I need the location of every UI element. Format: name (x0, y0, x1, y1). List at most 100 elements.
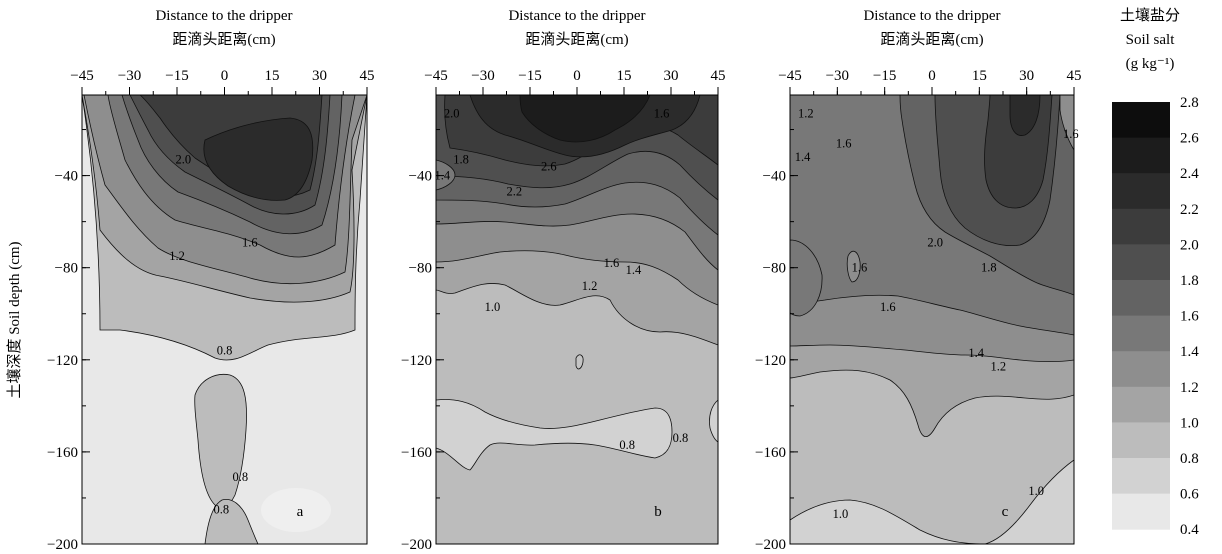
colorbar-label: 0.4 (1180, 522, 1199, 538)
contour-label: 1.4 (434, 169, 450, 183)
contour-label: 0.8 (214, 502, 230, 516)
panel-c-x-title-zh: 距滴头距离(cm) (880, 30, 983, 48)
contour-label: 1.4 (795, 150, 811, 164)
colorbar-label: 1.8 (1180, 273, 1199, 289)
colorbar-swatch (1112, 458, 1170, 495)
contour-label: 1.6 (242, 235, 258, 249)
x-tick-label: 45 (360, 68, 375, 84)
panel-c-band-2.4 (1009, 95, 1041, 136)
contour-label: 1.8 (981, 261, 997, 275)
contour-label: 2.0 (176, 152, 192, 166)
x-tick-label: 15 (265, 68, 280, 84)
x-tick-label: 15 (617, 68, 632, 84)
x-tick-label: 30 (1019, 68, 1034, 84)
panel-a-x-ticks: −45 −30 −15 0 15 30 45 (70, 68, 375, 95)
panel-b-band-2.6 (519, 95, 651, 143)
y-tick-label: −200 (47, 537, 78, 553)
colorbar-swatch (1112, 422, 1170, 459)
x-tick-label: −45 (778, 68, 801, 84)
y-tick-label: −200 (401, 537, 432, 553)
y-tick-label: −160 (47, 445, 78, 461)
x-tick-label: −30 (471, 68, 494, 84)
contour-label: 0.8 (217, 344, 233, 358)
contour-label: 1.0 (485, 300, 501, 314)
y-tick-label: −160 (755, 445, 786, 461)
x-tick-label: 0 (573, 68, 581, 84)
contour-label: 1.2 (169, 249, 185, 263)
y-tick-label: −120 (401, 353, 432, 369)
panel-c-label: c (1002, 504, 1009, 520)
contour-label: 2.6 (541, 159, 557, 173)
x-tick-label: 30 (312, 68, 327, 84)
x-tick-label: 45 (1067, 68, 1082, 84)
contour-label: 1.6 (880, 300, 896, 314)
colorbar-title-en: Soil salt (1126, 32, 1176, 48)
contour-label: 1.6 (836, 136, 852, 150)
y-tick-label: −120 (755, 353, 786, 369)
x-tick-label: 45 (711, 68, 726, 84)
x-tick-label: 0 (221, 68, 229, 84)
colorbar-swatch (1112, 208, 1170, 245)
contour-label: 0.8 (619, 438, 635, 452)
contour-label: 1.2 (798, 106, 814, 120)
contour-label: 1.2 (582, 279, 598, 293)
y-tick-label: −80 (409, 261, 432, 277)
colorbar-label: 2.2 (1180, 202, 1199, 218)
contour-label: 2.0 (444, 106, 460, 120)
contour-label: 1.4 (968, 346, 984, 360)
panel-c: −45 −30 −15 0 15 30 45 −40−80−120−160−200 1.21… (755, 68, 1081, 553)
colorbar-swatch (1112, 315, 1170, 352)
x-tick-label: −15 (518, 68, 541, 84)
colorbar-swatch (1112, 280, 1170, 317)
colorbar-label: 2.6 (1180, 131, 1199, 147)
panel-b-x-title-en: Distance to the dripper (508, 8, 645, 24)
colorbar-swatch (1112, 173, 1170, 210)
colorbar-unit: (g kg⁻¹) (1126, 56, 1175, 72)
panel-a-band-2.4 (203, 117, 314, 201)
colorbar-swatches (1112, 102, 1170, 530)
y-tick-label: −80 (55, 261, 78, 277)
contour-label: 2.2 (507, 185, 523, 199)
contour-label: 1.6 (654, 106, 670, 120)
panel-b-x-ticks: −45 −30 −15 0 15 30 45 (424, 68, 726, 95)
colorbar-labels: 2.8 2.6 2.4 2.2 2.0 1.8 1.6 1.4 1.2 1.0 0.8 0.6 0.4 (1180, 95, 1199, 538)
panel-b-lower-0.8 (436, 399, 673, 471)
colorbar-swatch (1112, 102, 1170, 139)
contour-label: 1.2 (990, 360, 1006, 374)
panel-a-bottom-1.0 (204, 498, 259, 544)
colorbar-label: 1.2 (1180, 380, 1199, 396)
y-tick-label: −200 (755, 537, 786, 553)
colorbar-swatch (1112, 493, 1170, 530)
panel-a-bottom-patch (261, 488, 331, 532)
colorbar-label: 1.4 (1180, 344, 1199, 360)
x-tick-label: −30 (118, 68, 141, 84)
colorbar-title-zh: 土壤盐分 (1120, 6, 1180, 24)
x-tick-label: 0 (928, 68, 936, 84)
panel-b: −45 −30 −15 0 15 30 45 −40 −80 −120 −160 −200 2.0 1… (401, 68, 725, 553)
contour-label: 1.0 (833, 507, 849, 521)
panel-b-x-title-zh: 距滴头距离(cm) (525, 30, 628, 48)
colorbar-label: 1.6 (1180, 309, 1199, 325)
colorbar-label: 0.8 (1180, 451, 1199, 467)
contour-label: 1.0 (1028, 484, 1044, 498)
x-tick-label: −30 (826, 68, 849, 84)
contour-label: 1.4 (626, 263, 642, 277)
colorbar-swatch (1112, 351, 1170, 388)
x-tick-label: −15 (873, 68, 896, 84)
colorbar-swatch (1112, 137, 1170, 174)
x-tick-label: −15 (165, 68, 188, 84)
y-tick-label: −40 (55, 169, 78, 185)
y-tick-label: −120 (47, 353, 78, 369)
panel-c-left-1.6 (790, 239, 823, 317)
contour-label: 1.6 (604, 256, 620, 270)
y-tick-label: −40 (409, 169, 432, 185)
y-tick-label: −80 (763, 261, 786, 277)
panel-a-label: a (297, 504, 304, 520)
colorbar: 土壤盐分 Soil salt (g kg⁻¹) 2.8 2.6 2.4 2.2 2.0 1… (1112, 6, 1199, 538)
panel-b-right-0.8 (709, 399, 718, 443)
panel-a-inner-1.0 (194, 373, 247, 508)
y-tick-label: −160 (401, 445, 432, 461)
panel-c-y-ticks: −40 −80 −120 −160 −200 (755, 129, 798, 553)
panel-b-y-ticks: −40 −80 −120 −160 −200 (401, 129, 444, 553)
colorbar-swatch (1112, 386, 1170, 423)
